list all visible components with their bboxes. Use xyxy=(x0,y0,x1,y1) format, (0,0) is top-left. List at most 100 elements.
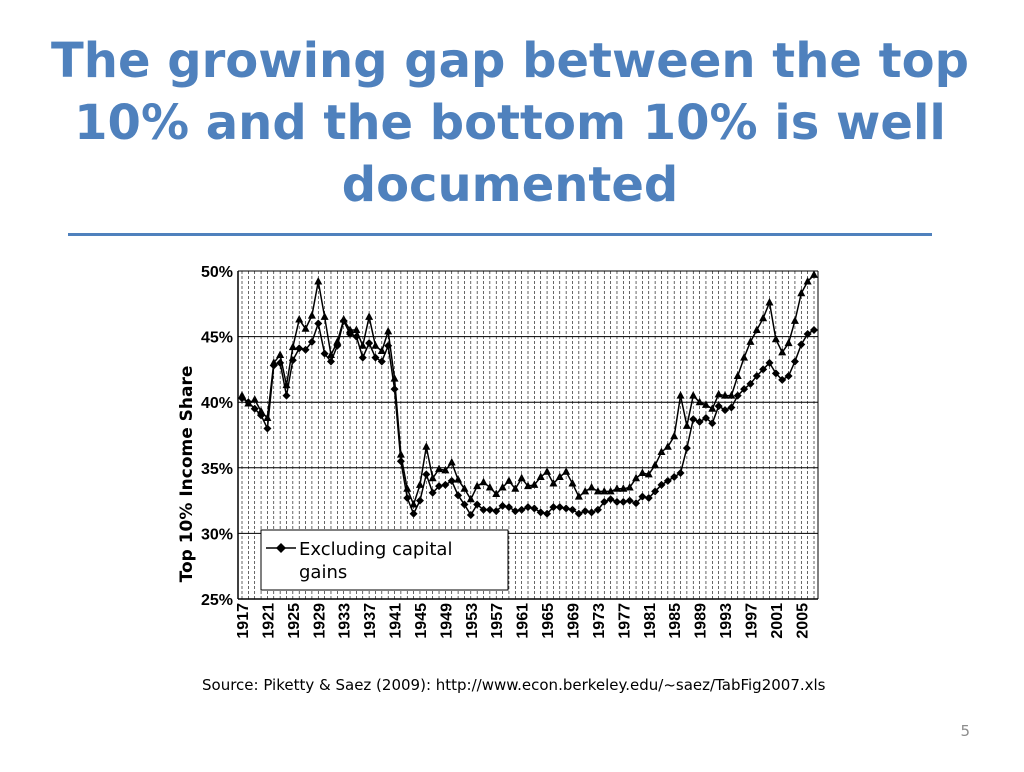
y-tick-label: 40% xyxy=(201,395,233,412)
data-point xyxy=(676,391,685,399)
data-point xyxy=(587,482,596,491)
x-tick-label: 1977 xyxy=(616,603,633,639)
data-point xyxy=(479,505,488,514)
data-point xyxy=(721,406,730,415)
data-point xyxy=(346,325,355,334)
data-point xyxy=(422,442,431,450)
data-point xyxy=(371,341,380,349)
data-point xyxy=(238,391,246,399)
data-point xyxy=(593,505,602,514)
data-point xyxy=(759,313,768,322)
data-point xyxy=(651,487,660,496)
data-point xyxy=(682,444,691,453)
data-point xyxy=(759,365,768,374)
data-point xyxy=(301,345,310,354)
data-point xyxy=(377,346,386,355)
y-axis-label: Top 10% Income Share xyxy=(177,366,197,583)
chart-series xyxy=(238,270,818,520)
data-point xyxy=(473,481,482,490)
x-tick-label: 1973 xyxy=(591,603,608,639)
data-point xyxy=(263,413,272,421)
data-point xyxy=(797,340,806,349)
x-tick-label: 2005 xyxy=(794,603,811,639)
data-point xyxy=(428,473,437,482)
data-point xyxy=(606,486,615,495)
data-point xyxy=(555,472,564,480)
data-point xyxy=(676,469,685,478)
data-point xyxy=(409,509,418,518)
data-point xyxy=(562,504,571,513)
data-point xyxy=(790,316,799,324)
data-point xyxy=(581,507,590,516)
x-tick-label: 1929 xyxy=(311,603,328,639)
y-tick-label: 30% xyxy=(201,526,233,543)
series-excluding-capital-gains xyxy=(238,316,818,520)
data-point xyxy=(536,472,545,480)
data-point xyxy=(638,492,647,501)
data-point xyxy=(536,508,545,517)
data-point xyxy=(244,399,253,407)
data-point xyxy=(549,503,558,512)
data-point xyxy=(339,315,348,323)
data-point xyxy=(714,402,723,411)
data-point xyxy=(390,385,399,394)
x-tick-label: 1961 xyxy=(515,603,532,639)
data-point xyxy=(810,270,818,278)
x-tick-label: 1933 xyxy=(337,603,354,639)
data-point xyxy=(466,494,475,503)
data-point xyxy=(727,391,736,399)
data-point xyxy=(708,419,717,428)
data-point xyxy=(435,464,444,473)
data-point xyxy=(771,334,780,343)
x-tick-label: 1969 xyxy=(565,603,582,639)
data-point xyxy=(663,442,672,450)
data-point xyxy=(447,458,456,466)
data-point xyxy=(543,509,552,518)
series-line xyxy=(241,274,815,507)
data-point xyxy=(746,379,755,388)
x-tick-label: 1989 xyxy=(693,603,710,639)
data-point xyxy=(320,349,329,358)
data-point xyxy=(365,312,374,320)
data-point xyxy=(574,492,583,500)
data-point xyxy=(644,469,653,478)
x-tick-label: 1949 xyxy=(438,603,455,639)
data-point xyxy=(282,380,291,389)
y-tick-label: 50% xyxy=(201,264,233,281)
data-point xyxy=(600,486,609,495)
data-point xyxy=(530,480,539,488)
data-point xyxy=(365,339,374,348)
data-point xyxy=(612,497,621,506)
data-point xyxy=(511,507,520,516)
data-point xyxy=(638,468,647,477)
data-point xyxy=(403,484,412,492)
data-point xyxy=(587,508,596,517)
data-point xyxy=(555,503,564,512)
data-point xyxy=(784,338,793,347)
data-point xyxy=(498,501,507,510)
data-point xyxy=(409,500,418,508)
data-point xyxy=(460,500,469,509)
data-point xyxy=(708,404,717,412)
data-point xyxy=(574,509,583,518)
data-point xyxy=(625,482,634,491)
data-point xyxy=(600,497,609,506)
data-point xyxy=(460,484,469,492)
data-point xyxy=(740,385,749,394)
data-point xyxy=(250,404,259,413)
data-point xyxy=(581,486,590,495)
series-including-capital-gains xyxy=(238,270,818,508)
y-tick-label: 35% xyxy=(201,461,233,478)
data-point xyxy=(562,467,571,475)
data-point xyxy=(778,347,787,356)
x-tick-label: 1925 xyxy=(286,603,303,639)
data-point xyxy=(441,480,450,489)
data-point xyxy=(422,470,431,479)
data-point xyxy=(454,491,463,500)
data-point xyxy=(701,400,710,408)
data-point xyxy=(295,315,304,323)
data-point xyxy=(498,482,507,491)
data-point xyxy=(358,341,367,349)
data-point xyxy=(517,473,526,482)
